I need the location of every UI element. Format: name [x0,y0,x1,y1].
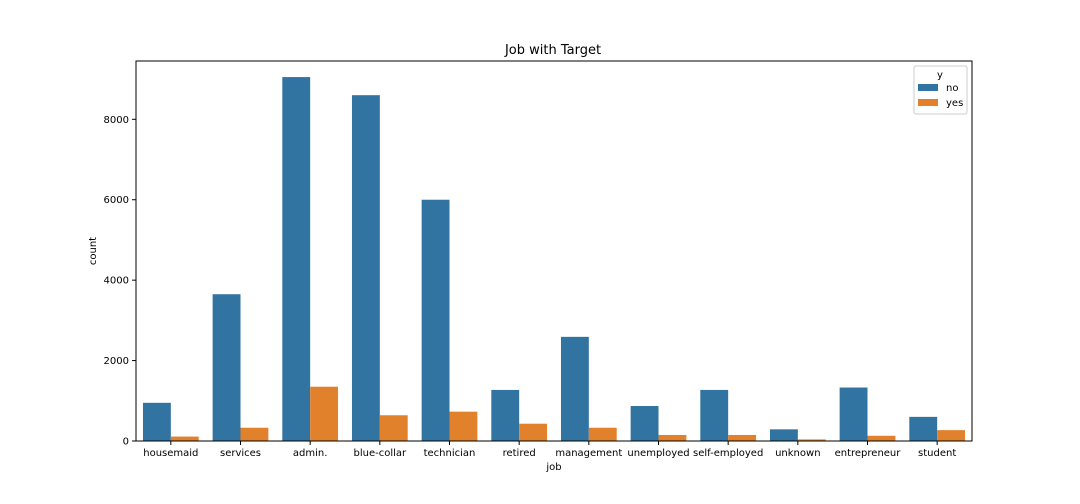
x-tick-label: entrepreneur [835,448,902,459]
bar-housemaid-no [142,402,171,441]
bar-self-employed-yes [728,434,757,441]
y-tick-label: 6000 [104,195,129,206]
x-axis-ticks: housemaid services admin. blue-collar techni… [143,441,956,459]
bar-unknown-no [769,429,798,441]
x-tick-label: blue-collar [354,448,408,459]
legend-label-yes: yes [946,98,963,109]
bar-self-employed-no [700,389,729,441]
bar-entrepreneur-yes [867,435,896,441]
bar-admin-yes [310,386,339,441]
legend-title: y [937,70,943,81]
y-axis-ticks: 0 2000 4000 6000 8000 [104,115,136,448]
y-tick-label: 0 [123,437,129,448]
bar-unknown-yes [797,439,826,441]
x-tick-label: admin. [293,448,328,459]
bar-unemployed-yes [658,434,687,441]
x-tick-label: technician [424,448,476,459]
x-axis-label: job [545,462,561,473]
legend-swatch-no [918,84,938,91]
bar-blue-collar-no [351,95,380,441]
bar-housemaid-yes [170,436,199,441]
bar-technician-yes [449,411,478,441]
bars-layer [142,77,966,441]
y-tick-label: 2000 [104,356,129,367]
x-tick-label: services [220,448,261,459]
x-tick-label: retired [503,448,536,459]
bar-blue-collar-yes [379,415,408,441]
bar-retired-yes [519,423,548,441]
bar-admin-no [282,77,311,441]
bar-retired-no [491,389,520,441]
bar-student-yes [937,430,966,441]
chart-title: Job with Target [504,43,601,58]
legend: y no yes [913,65,968,115]
bar-entrepreneur-no [839,387,868,441]
x-tick-label: management [555,448,622,459]
bar-technician-no [421,199,450,441]
x-tick-label: housemaid [143,448,198,459]
y-axis-label: count [88,237,99,265]
x-tick-label: unemployed [627,448,689,459]
bar-services-no [212,294,241,441]
legend-swatch-yes [918,99,938,106]
bar-management-yes [588,427,617,441]
bar-management-no [560,336,589,441]
x-tick-label: student [918,448,956,459]
bar-student-no [909,416,938,441]
legend-label-no: no [946,83,958,94]
bar-services-yes [240,427,269,441]
x-tick-label: unknown [775,448,820,459]
bar-unemployed-no [630,406,659,441]
plot-frame [135,60,973,442]
y-tick-label: 4000 [104,276,129,287]
y-tick-label: 8000 [104,115,129,126]
x-tick-label: self-employed [693,448,763,459]
